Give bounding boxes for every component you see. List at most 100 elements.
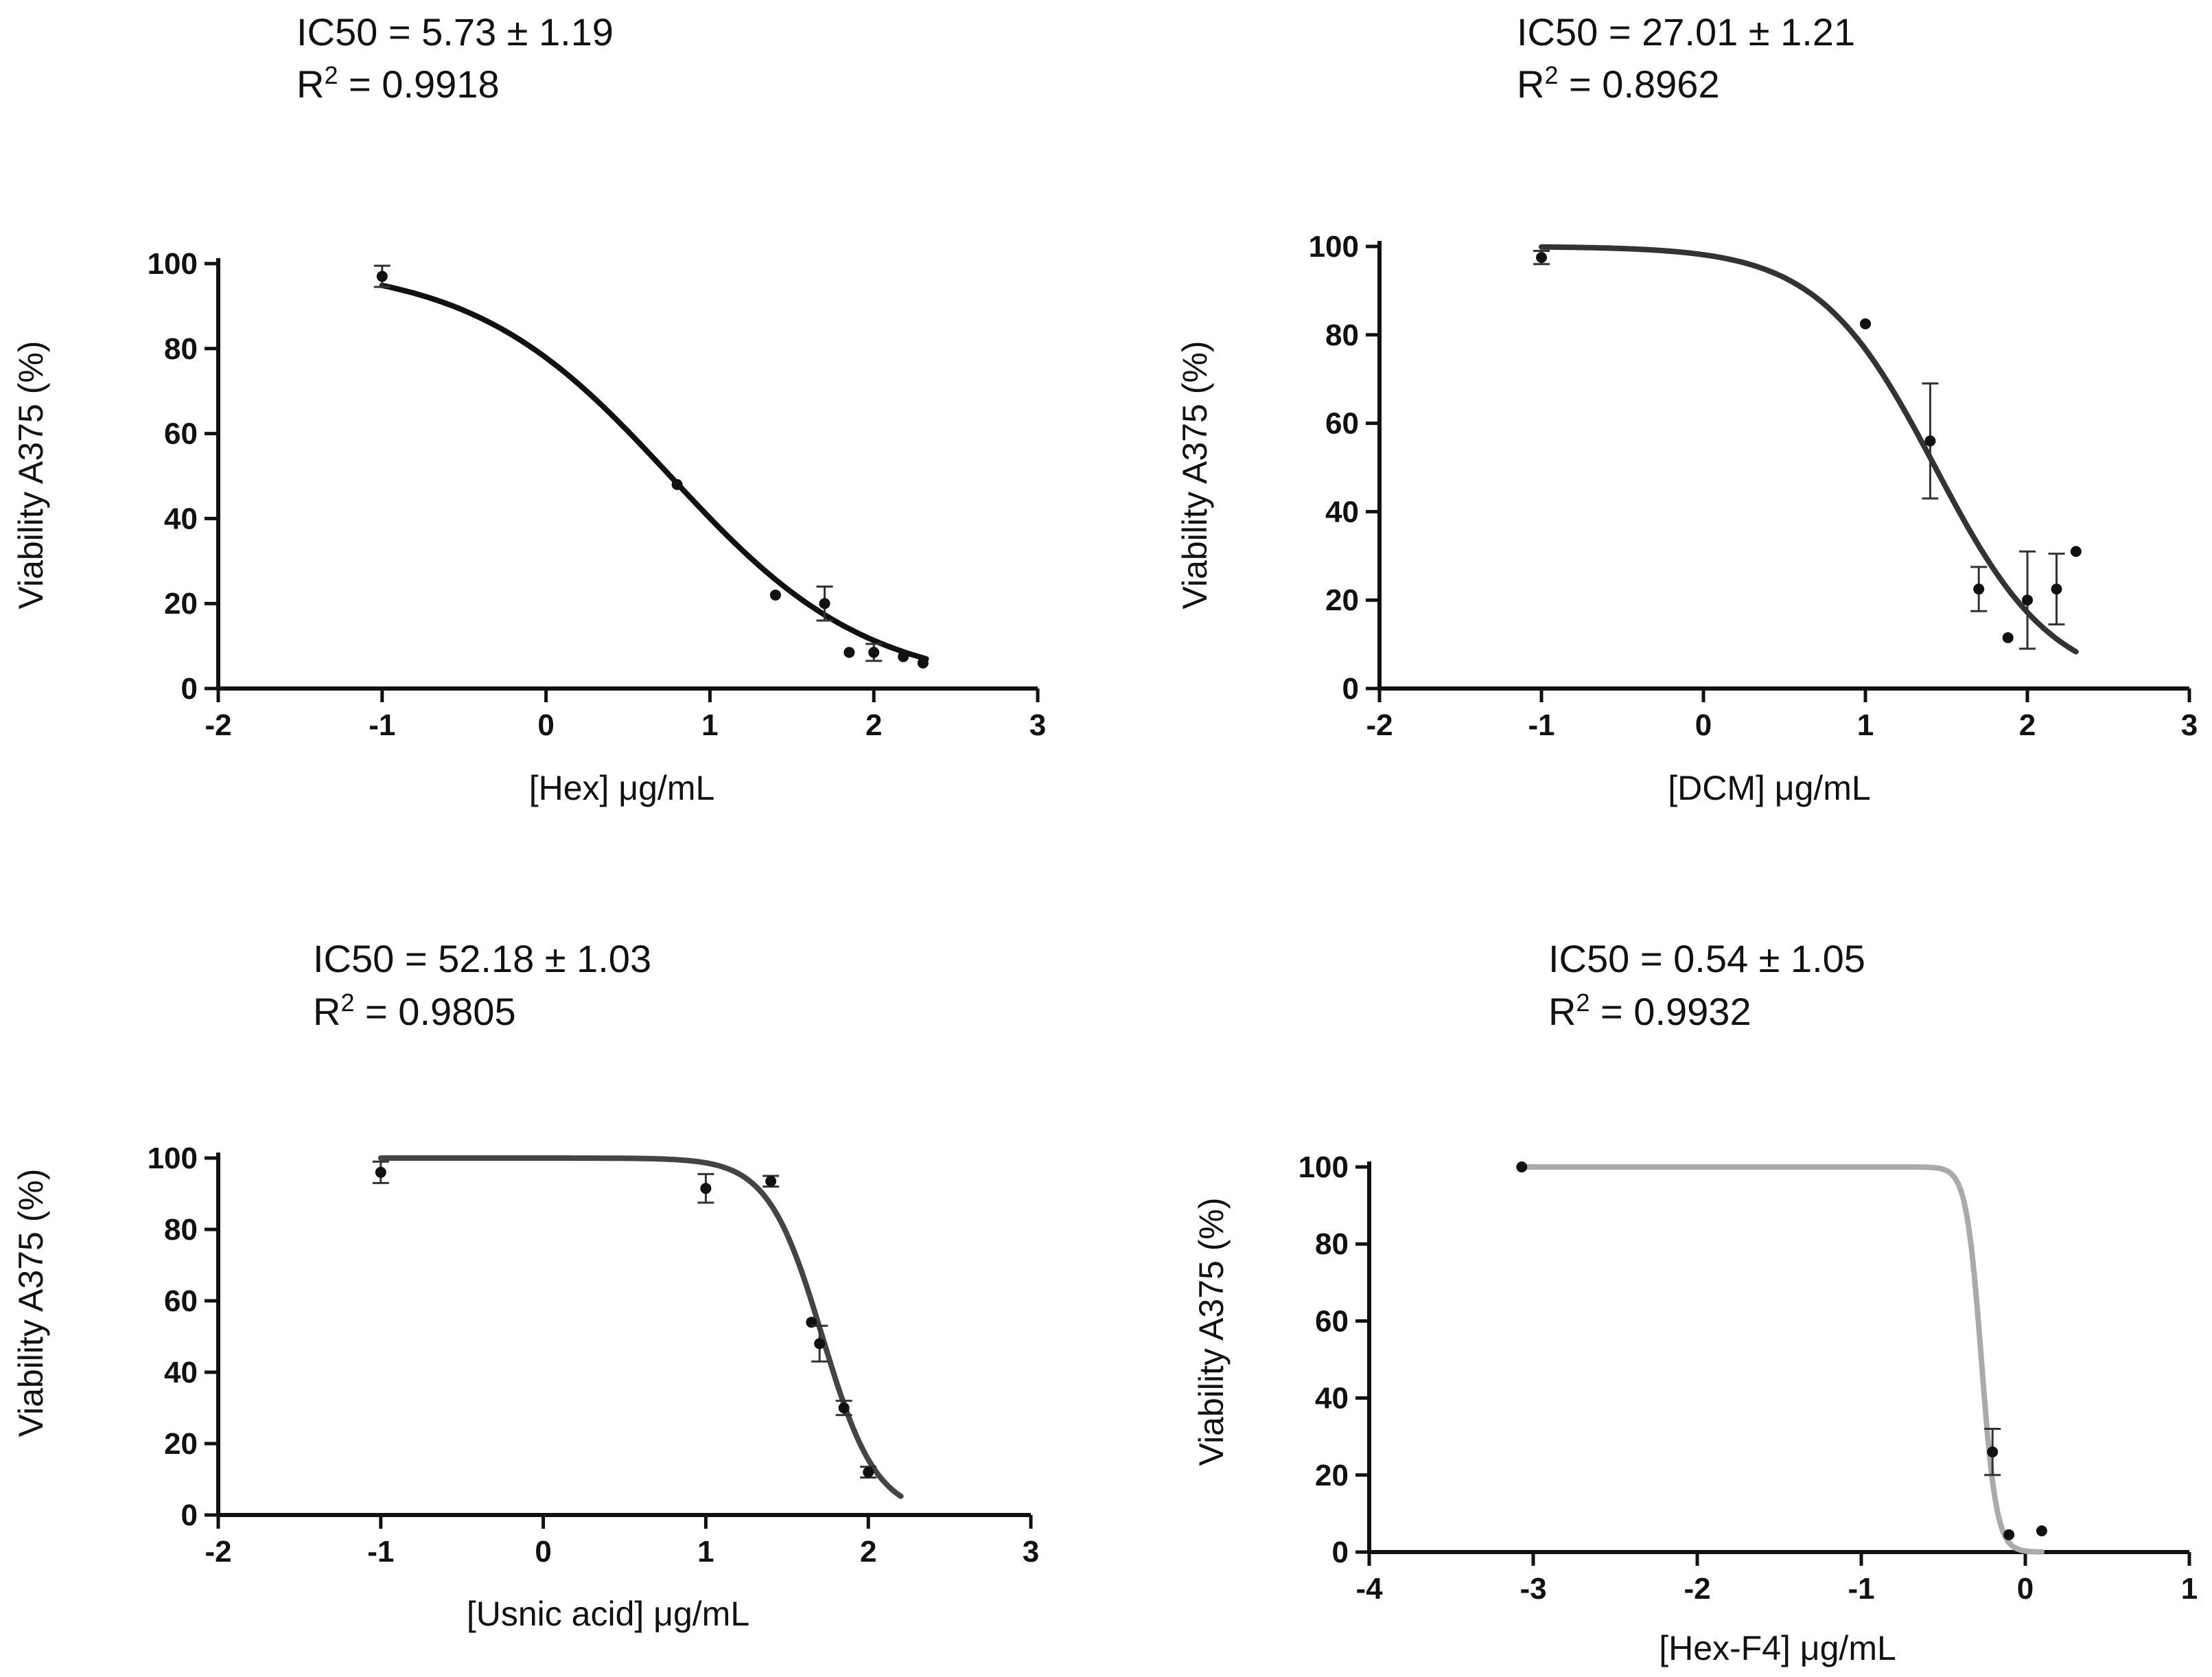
y-tick-label: 80 <box>1315 1227 1349 1261</box>
y-tick-label: 60 <box>1325 407 1359 441</box>
data-point <box>2070 546 2082 557</box>
data-point <box>1536 252 1547 264</box>
data-point <box>814 1338 826 1350</box>
y-tick-label: 80 <box>1325 319 1359 352</box>
x-axis-title: [Usnic acid] μg/mL <box>467 1595 749 1633</box>
r2-value: = 0.9918 <box>338 62 499 106</box>
x-tick-label: 3 <box>2181 708 2198 742</box>
data-point <box>2051 583 2062 595</box>
panel-hex-f4: IC50 = 0.54 ± 1.05 R2 = 0.9932 Viability… <box>1192 937 2198 1667</box>
y-axis-title: Viability A375 (%) <box>1176 341 1214 610</box>
x-tick-label: 2 <box>865 708 882 742</box>
x-tick-label: 2 <box>860 1535 876 1569</box>
y-tick-label: 0 <box>181 672 198 706</box>
data-point <box>765 1175 777 1187</box>
ic50-annotation: IC50 = 27.01 ± 1.21 <box>1517 10 1855 54</box>
r2-annotation: R2 = 0.9918 <box>296 61 500 106</box>
panel-hex: IC50 = 5.73 ± 1.19 R2 = 0.9918 Viability… <box>12 10 1046 807</box>
x-tick-label: -1 <box>369 708 395 742</box>
y-tick-label: 40 <box>1315 1382 1349 1415</box>
data-point <box>2002 632 2014 643</box>
y-tick-label: 60 <box>164 417 198 451</box>
x-tick-label: -2 <box>205 1535 231 1569</box>
y-axis-title: Viability A375 (%) <box>12 341 50 610</box>
data-point <box>1987 1446 1999 1458</box>
y-tick-label: 40 <box>164 1356 198 1389</box>
ic50-annotation: IC50 = 5.73 ± 1.19 <box>296 10 614 54</box>
y-axis-title: Viability A375 (%) <box>1192 1198 1231 1466</box>
y-tick-label: 0 <box>181 1499 198 1532</box>
y-tick-label: 40 <box>164 502 198 535</box>
x-axis-title: [Hex] μg/mL <box>529 769 715 807</box>
y-tick-label: 60 <box>164 1284 198 1318</box>
plot-area: -2 -1 0 1 2 3 0 20 40 60 80 100 <box>148 247 1047 742</box>
ic50-annotation: IC50 = 0.54 ± 1.05 <box>1548 937 1865 980</box>
x-tick-label: -3 <box>1520 1572 1546 1606</box>
x-tick-label: 3 <box>1029 708 1046 742</box>
panel-usnic-acid: IC50 = 52.18 ± 1.03 R2 = 0.9805 Viabilit… <box>12 937 1039 1633</box>
panel-dcm: IC50 = 27.01 ± 1.21 R2 = 0.8962 Viabilit… <box>1176 10 2198 807</box>
x-tick-label: 0 <box>2017 1572 2034 1606</box>
y-tick-label: 20 <box>1315 1459 1349 1492</box>
r2-superscript: 2 <box>340 988 354 1017</box>
data-point <box>1973 583 1985 595</box>
r2-annotation: R2 = 0.9805 <box>313 988 516 1033</box>
y-tick-label: 100 <box>1309 230 1359 264</box>
y-tick-label: 80 <box>164 1213 198 1247</box>
data-point <box>376 270 388 282</box>
r2-letter: R <box>1517 62 1544 106</box>
x-tick-label: 1 <box>2181 1572 2198 1606</box>
y-tick-label: 20 <box>164 1427 198 1461</box>
data-point <box>898 651 909 662</box>
x-axis-title: [Hex-F4] μg/mL <box>1659 1629 1896 1667</box>
data-point <box>2036 1525 2047 1537</box>
r2-superscript: 2 <box>324 61 338 89</box>
r2-value: = 0.9805 <box>354 990 515 1033</box>
fit-curve <box>1539 244 2079 655</box>
data-point <box>1860 318 1871 329</box>
data-point <box>917 657 929 669</box>
x-axis-title: [DCM] μg/mL <box>1668 769 1871 807</box>
data-point <box>1924 435 1936 447</box>
data-point <box>819 598 830 610</box>
ic50-annotation: IC50 = 52.18 ± 1.03 <box>313 937 651 980</box>
data-point <box>2022 594 2033 606</box>
y-tick-label: 60 <box>1315 1304 1349 1338</box>
y-axis-title: Viability A375 (%) <box>12 1169 50 1437</box>
r2-annotation: R2 = 0.9932 <box>1548 988 1751 1033</box>
data-point <box>863 1466 874 1478</box>
r2-superscript: 2 <box>1576 988 1590 1017</box>
y-tick-label: 20 <box>164 587 198 621</box>
y-tick-label: 20 <box>1325 583 1359 617</box>
x-tick-label: -1 <box>367 1535 394 1569</box>
r2-superscript: 2 <box>1544 61 1558 89</box>
r2-letter: R <box>1548 990 1576 1033</box>
data-point <box>671 478 683 490</box>
data-point <box>838 1402 850 1413</box>
x-tick-label: -2 <box>1684 1572 1710 1606</box>
x-tick-label: 1 <box>701 708 718 742</box>
x-tick-label: 0 <box>1695 708 1712 742</box>
y-tick-label: 40 <box>1325 495 1359 529</box>
x-tick-label: -2 <box>1366 708 1393 742</box>
y-tick-label: 0 <box>1342 672 1359 706</box>
data-point <box>769 589 781 601</box>
y-tick-label: 80 <box>164 332 198 366</box>
y-tick-label: 0 <box>1332 1536 1349 1569</box>
x-tick-label: 0 <box>537 708 554 742</box>
x-tick-label: -2 <box>205 708 231 742</box>
data-point <box>1516 1161 1528 1172</box>
r2-letter: R <box>296 62 324 106</box>
y-tick-label: 100 <box>148 247 198 281</box>
r2-value: = 0.9932 <box>1590 990 1751 1033</box>
r2-value: = 0.8962 <box>1558 62 1719 106</box>
data-point <box>375 1166 386 1178</box>
r2-letter: R <box>313 990 340 1033</box>
fit-curve <box>1519 1164 2045 1555</box>
x-tick-label: -4 <box>1355 1572 1383 1606</box>
x-tick-label: 1 <box>697 1535 714 1569</box>
y-tick-label: 100 <box>1299 1150 1349 1184</box>
data-point <box>868 647 880 658</box>
x-tick-label: 3 <box>1023 1535 1039 1569</box>
